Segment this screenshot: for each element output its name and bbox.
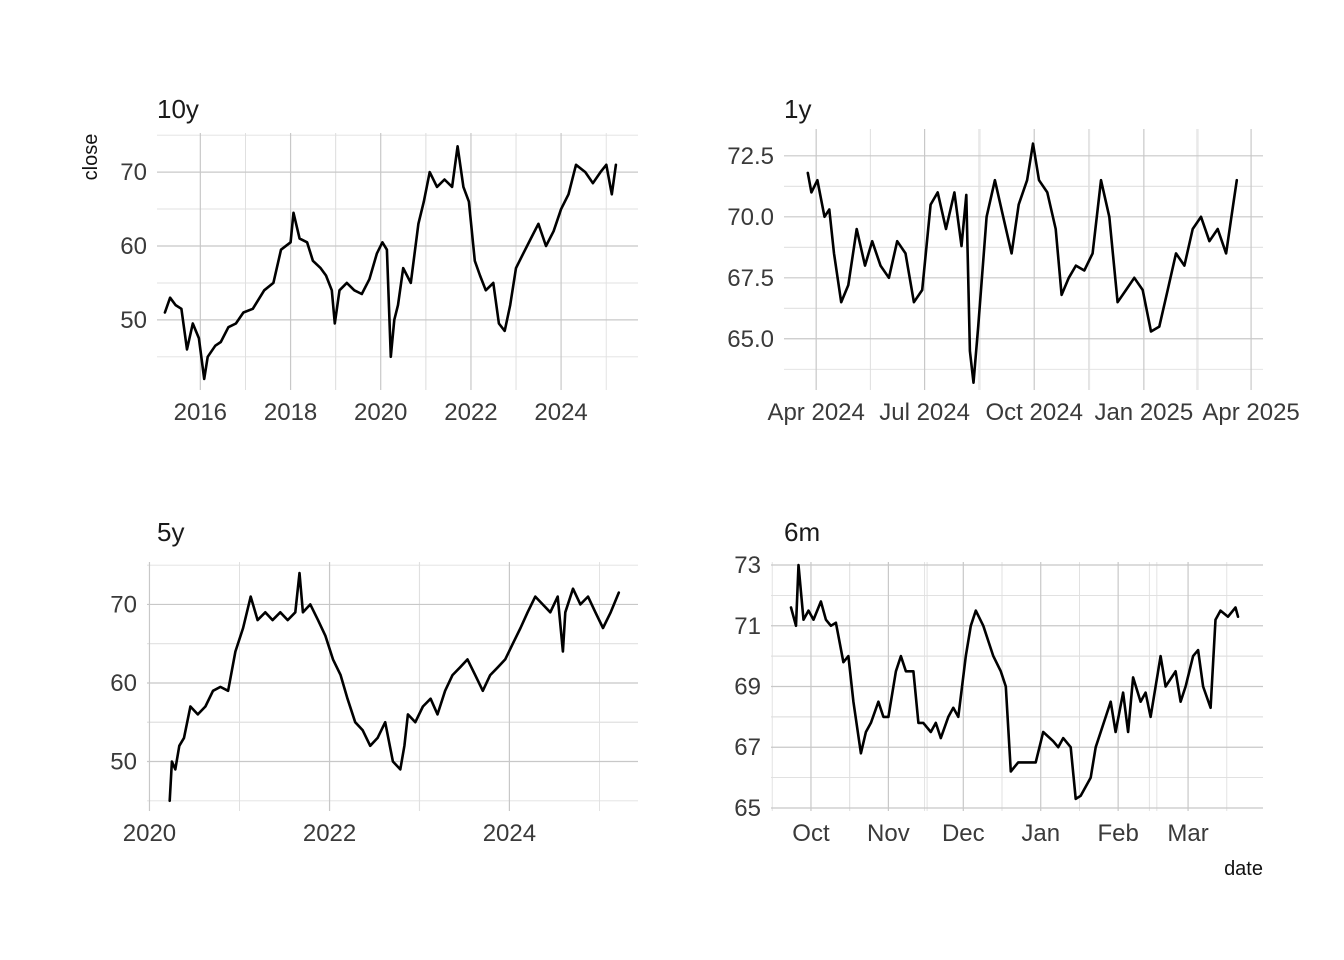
x-axis-title: date — [1224, 858, 1263, 880]
y-axis-title: close — [80, 134, 102, 181]
panel-title: 1y — [784, 94, 811, 124]
x-tick-label: Apr 2025 — [1202, 399, 1299, 426]
y-tick-label: 50 — [120, 307, 147, 334]
x-tick-label: Jul 2024 — [879, 399, 970, 426]
x-tick-label: 2022 — [303, 820, 356, 847]
series-line-6m — [789, 563, 1240, 801]
y-tick-label: 67.5 — [727, 265, 774, 292]
y-tick-label: 70 — [120, 159, 147, 186]
series-line-5y — [168, 571, 621, 803]
x-tick-label: Jan — [1021, 820, 1060, 847]
series-line-10y — [163, 145, 618, 381]
y-tick-label: 65.0 — [727, 326, 774, 353]
x-tick-label: 2024 — [534, 399, 587, 426]
x-tick-label: Mar — [1167, 820, 1208, 847]
x-tick-label: Jan 2025 — [1094, 399, 1193, 426]
x-tick-label: 2024 — [483, 820, 536, 847]
x-tick-label: 2016 — [174, 399, 227, 426]
panel-6m: 65 67 69 71 73 Oct Nov Dec Jan Feb Mar 6m — [734, 517, 1263, 847]
y-tick-label: 65 — [734, 795, 761, 822]
y-tick-label: 60 — [110, 670, 137, 697]
chart-panels: 50 60 70 2016 2018 2020 2022 2024 10y 65.0 67.5 70.… — [110, 94, 1299, 847]
panel-title: 5y — [157, 517, 184, 547]
minor-gridlines — [784, 129, 1263, 390]
major-gridlines — [157, 133, 638, 390]
panel-5y: 50 60 70 2020 2022 2024 5y — [110, 517, 638, 847]
y-tick-label: 70.0 — [727, 204, 774, 231]
major-gridlines — [771, 562, 1263, 811]
series-line-1y — [806, 142, 1239, 385]
y-tick-label: 60 — [120, 233, 147, 260]
x-tick-label: Oct 2024 — [986, 399, 1083, 426]
y-tick-label: 72.5 — [727, 143, 774, 170]
y-tick-label: 73 — [734, 552, 761, 579]
minor-gridlines — [157, 133, 638, 390]
y-tick-label: 69 — [734, 674, 761, 701]
y-tick-label: 50 — [110, 749, 137, 776]
x-tick-label: 2020 — [354, 399, 407, 426]
panel-1y: 65.0 67.5 70.0 72.5 Apr 2024 Jul 2024 Oct 2024… — [727, 94, 1300, 426]
x-tick-label: 2018 — [264, 399, 317, 426]
panel-title: 10y — [157, 94, 199, 124]
x-tick-label: 2022 — [444, 399, 497, 426]
x-tick-label: Dec — [942, 820, 985, 847]
x-tick-label: Oct — [792, 820, 830, 847]
x-tick-label: Feb — [1097, 820, 1138, 847]
minor-gridlines — [147, 562, 638, 811]
y-tick-label: 67 — [734, 734, 761, 761]
panel-10y: 50 60 70 2016 2018 2020 2022 2024 10y — [120, 94, 638, 426]
y-tick-label: 70 — [110, 591, 137, 618]
x-tick-label: Nov — [867, 820, 910, 847]
panel-title: 6m — [784, 517, 820, 547]
x-tick-label: Apr 2024 — [767, 399, 864, 426]
y-tick-label: 71 — [734, 613, 761, 640]
major-gridlines — [784, 129, 1263, 390]
x-tick-label: 2020 — [123, 820, 176, 847]
